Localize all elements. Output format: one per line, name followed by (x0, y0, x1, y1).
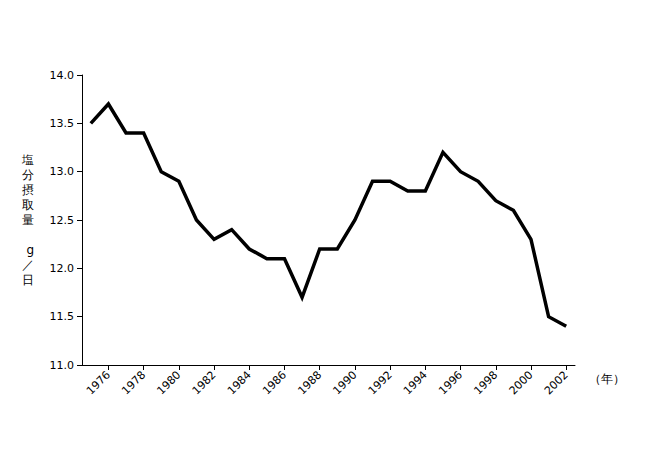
svg-text:1988: 1988 (295, 368, 324, 397)
svg-text:1990: 1990 (331, 368, 360, 397)
svg-text:1994: 1994 (401, 368, 430, 397)
svg-text:1982: 1982 (190, 368, 219, 397)
svg-text:1996: 1996 (436, 368, 465, 397)
svg-text:11.0: 11.0 (50, 359, 75, 372)
svg-text:1984: 1984 (225, 368, 254, 397)
svg-text:13.0: 13.0 (50, 165, 75, 178)
svg-text:摂: 摂 (22, 183, 34, 197)
svg-text:1992: 1992 (366, 368, 395, 397)
svg-text:1986: 1986 (260, 368, 289, 397)
svg-text:g: g (26, 243, 34, 257)
svg-text:分: 分 (22, 168, 34, 182)
svg-text:（年）: （年） (589, 372, 625, 386)
svg-text:14.0: 14.0 (50, 69, 75, 82)
svg-text:／: ／ (22, 258, 34, 272)
svg-text:2000: 2000 (507, 368, 536, 397)
svg-text:1980: 1980 (154, 368, 183, 397)
svg-text:1998: 1998 (471, 368, 500, 397)
svg-text:12.0: 12.0 (50, 262, 75, 275)
svg-text:取: 取 (22, 198, 34, 212)
svg-text:日: 日 (22, 273, 34, 287)
svg-text:2002: 2002 (542, 368, 571, 397)
svg-text:1976: 1976 (84, 368, 113, 397)
svg-text:1978: 1978 (119, 368, 148, 397)
svg-text:12.5: 12.5 (50, 214, 75, 227)
svg-text:13.5: 13.5 (50, 117, 75, 130)
svg-text:量: 量 (22, 213, 34, 227)
svg-text:11.5: 11.5 (50, 310, 75, 323)
svg-text:塩: 塩 (21, 153, 34, 167)
